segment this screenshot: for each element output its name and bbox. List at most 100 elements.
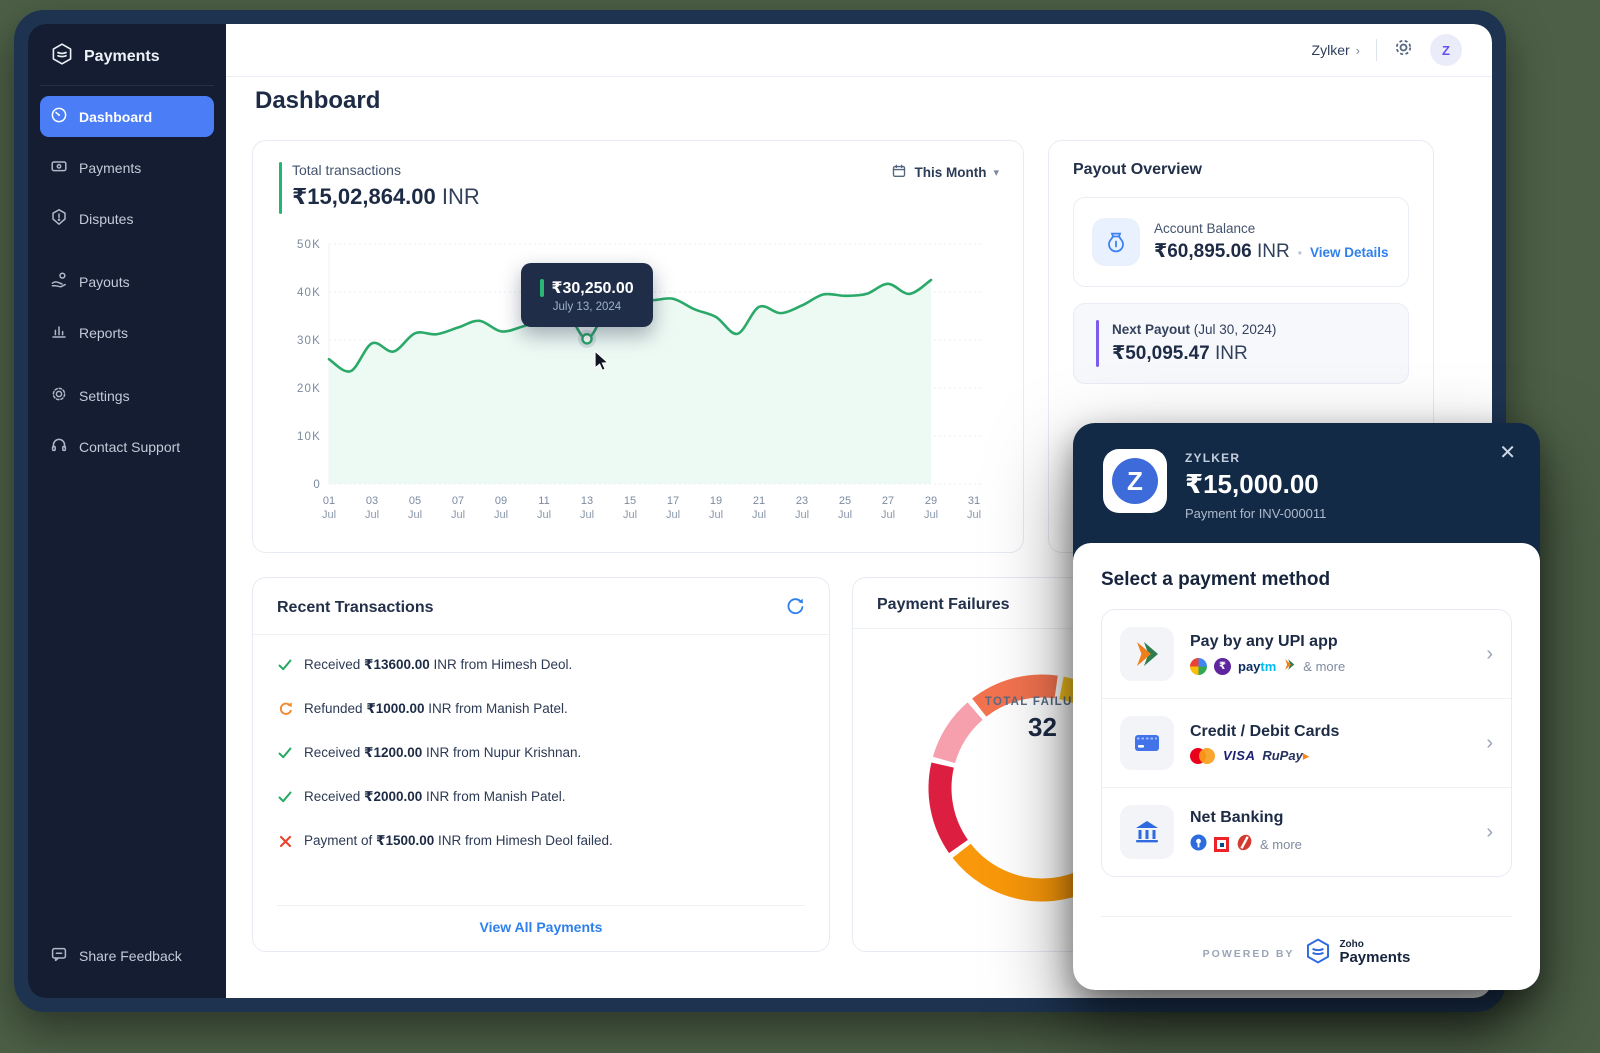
svg-text:20K: 20K [297,383,321,395]
merchant-logo: Z [1103,449,1167,513]
svg-text:0: 0 [313,479,321,491]
svg-text:Jul: Jul [881,509,895,521]
transactions-line-chart[interactable]: 0 10K 20K 30K 40K 50K 01 Jul 03 Jul 05 Jul 07 Jul 09 Ju… [293,236,993,536]
svg-text:19: 19 [710,495,722,507]
rupay-logo: RuPay▸ [1262,747,1310,763]
account-balance-label: Account Balance [1154,221,1256,236]
sidebar-nav: Dashboard Payments Disputes Payouts Reports S… [40,86,214,467]
svg-text:Jul: Jul [795,509,809,521]
page-title: Dashboard [255,87,381,114]
settings-gear-icon[interactable] [1393,37,1414,63]
modal-footer: POWERED BY Zoho Payments [1101,916,1512,990]
chevron-right-icon: › [1486,731,1493,754]
feedback-chat-icon [50,945,68,966]
payment-method-net-banking[interactable]: Net Banking & more › [1102,787,1511,876]
refresh-icon[interactable] [786,596,805,620]
sidebar-item-payments[interactable]: Payments [40,147,214,188]
total-transactions-label: Total transactions [292,162,401,178]
svg-text:21: 21 [753,495,765,507]
payment-method-pay-by-any-upi-app[interactable]: Pay by any UPI app ₹ paytm & more › [1102,610,1511,698]
sidebar-item-settings[interactable]: Settings [40,375,214,416]
chevron-down-icon: ▾ [993,167,999,179]
svg-text:Jul: Jul [537,509,551,521]
payment-method-credit-debit-cards[interactable]: Credit / Debit Cards VISA RuPay▸ › [1102,698,1511,787]
mouse-cursor [594,351,610,372]
failed-status-icon [277,833,293,849]
sidebar-item-label: Payments [79,159,142,176]
donut-segment [932,702,983,764]
total-transactions-amount: ₹15,02,864.00 INR [292,184,480,210]
payments-logo-icon [50,42,74,71]
transaction-text: Received ₹1200.00 INR from Nupur Krishna… [304,745,582,760]
payouts-icon [50,271,68,292]
sidebar-item-disputes[interactable]: Disputes [40,198,214,239]
range-label: This Month [914,165,987,180]
svg-text:27: 27 [882,495,894,507]
sidebar-item-payouts[interactable]: Payouts [40,261,214,302]
transaction-row[interactable]: Received ₹13600.00 INR from Himesh Deol. [277,643,805,687]
next-payout-box: Next Payout (Jul 30, 2024) ₹50,095.47 IN… [1073,303,1409,384]
svg-text:13: 13 [581,495,593,507]
success-status-icon [277,657,293,673]
upi-icon [1120,627,1174,681]
svg-text:10K: 10K [297,431,321,443]
payments-icon [50,157,68,178]
merchant-name: ZYLKER [1185,451,1241,465]
disputes-icon [50,208,68,229]
sidebar-item-reports[interactable]: Reports [40,312,214,353]
date-range-dropdown[interactable]: This Month ▾ [891,163,999,182]
sidebar-item-share-feedback[interactable]: Share Feedback [40,935,214,976]
dashboard-icon [50,106,68,127]
view-all-payments-link[interactable]: View All Payments [479,919,603,935]
next-payout-label: Next Payout (Jul 30, 2024) [1112,322,1277,337]
recent-transactions-card: Recent Transactions Received ₹13600.00 I… [252,577,830,952]
zoho-payments-logo: Zoho Payments [1304,937,1410,970]
svg-text:Jul: Jul [752,509,766,521]
merchant-logo-initial: Z [1112,458,1158,504]
topbar-divider [1376,39,1377,61]
sidebar-item-dashboard[interactable]: Dashboard [40,96,214,137]
tooltip-value: ₹30,250.00 [551,279,634,297]
org-name: Zylker [1311,42,1350,58]
powered-by-label: POWERED BY [1202,947,1295,960]
refund-status-icon [277,701,293,717]
transaction-text: Refunded ₹1000.00 INR from Manish Patel. [304,701,568,716]
transaction-row[interactable]: Refunded ₹1000.00 INR from Manish Patel. [277,687,805,731]
svg-text:11: 11 [538,495,549,507]
donut-center: TOTAL FAILURES 32 [965,696,1120,743]
share-feedback-label: Share Feedback [79,947,182,964]
view-details-link[interactable]: View Details [1309,245,1389,260]
donut-segment [928,762,969,854]
org-switcher[interactable]: Zylker › [1312,42,1360,58]
payment-modal-body: Select a payment method Pay by any UPI a… [1073,543,1540,990]
transaction-row[interactable]: Received ₹1200.00 INR from Nupur Krishna… [277,731,805,775]
transaction-row[interactable]: Received ₹2000.00 INR from Manish Patel. [277,775,805,819]
svg-text:25: 25 [839,495,851,507]
svg-text:09: 09 [495,495,507,507]
amount-value: ₹15,02,864.00 [292,184,436,209]
svg-text:Jul: Jul [580,509,594,521]
avatar[interactable]: Z [1430,34,1462,66]
payment-method-list: Pay by any UPI app ₹ paytm & more › Credit / … [1101,609,1512,877]
svg-text:Jul: Jul [838,509,852,521]
svg-text:40K: 40K [297,287,321,299]
svg-text:07: 07 [452,495,464,507]
chevron-right-icon: › [1486,820,1493,843]
dot-separator: • [1297,246,1302,260]
svg-text:Jul: Jul [322,509,336,521]
transaction-row[interactable]: Payment of ₹1500.00 INR from Himesh Deol… [277,819,805,863]
payment-modal: Z ZYLKER ₹15,000.00 Payment for INV-0000… [1073,423,1540,990]
payments-label: Payments [1339,949,1411,967]
account-balance-box: Account Balance ₹60,895.06 INR • View De… [1073,197,1409,287]
sidebar-item-label: Disputes [79,210,134,227]
calendar-icon [891,163,907,182]
sidebar-item-contact-support[interactable]: Contact Support [40,426,214,467]
bank-icon [1120,805,1174,859]
close-icon[interactable]: ✕ [1499,442,1516,464]
svg-text:17: 17 [667,495,679,507]
mastercard-icon [1190,747,1216,764]
svg-text:50K: 50K [297,239,321,251]
payment-method-heading: Select a payment method [1101,569,1331,590]
total-transactions-card: Total transactions ₹15,02,864.00 INR Thi… [252,140,1024,553]
zoho-hexagon-icon [1304,937,1332,970]
